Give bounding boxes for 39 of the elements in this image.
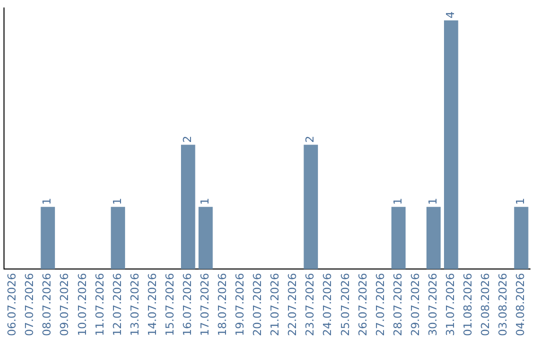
x-tick-label: 17.07.2026 (198, 273, 212, 336)
x-tick-label: 24.07.2026 (321, 273, 334, 336)
x-tick-label: 28.07.2026 (391, 273, 404, 336)
x-tick-label: 23.07.2026 (304, 273, 317, 336)
x-tick-label: 09.07.2026 (58, 273, 72, 336)
x-tick-label: 15.07.2026 (163, 273, 176, 336)
x-tick-label: 19.07.2026 (234, 273, 247, 336)
x-tick-label: 22.07.2026 (286, 273, 300, 336)
x-tick-label: 21.07.2026 (268, 273, 282, 336)
x-tick-label: 02.08.2026 (479, 273, 492, 336)
x-tick-label: 20.07.2026 (251, 273, 264, 336)
x-tick-label: 18.07.2026 (216, 273, 230, 336)
x-tick-label: 04.08.2026 (514, 273, 528, 336)
data-label: 1 (110, 198, 124, 205)
x-tick-label: 14.07.2026 (146, 273, 159, 336)
data-label: 4 (444, 11, 457, 18)
data-label: 1 (391, 198, 404, 205)
data-label: 1 (198, 198, 212, 205)
data-label: 2 (304, 136, 317, 143)
x-tick-label: 11.07.2026 (93, 273, 106, 336)
x-tick-label: 03.08.2026 (496, 273, 510, 336)
data-label: 2 (180, 136, 194, 143)
x-tick-label: 07.07.2026 (23, 273, 36, 336)
x-tick-label: 06.07.2026 (6, 273, 19, 336)
x-tick-label: 30.07.2026 (426, 273, 440, 336)
x-tick-label: 31.07.2026 (444, 273, 457, 336)
x-tick-label: 01.08.2026 (461, 273, 474, 336)
x-tick-label: 16.07.2026 (180, 273, 194, 336)
x-tick-label: 29.07.2026 (408, 273, 422, 336)
x-tick-label: 26.07.2026 (356, 273, 370, 336)
x-tick-label: 25.07.2026 (338, 273, 352, 336)
data-label: 1 (514, 198, 528, 205)
x-tick-label: 10.07.2026 (76, 273, 89, 336)
x-tick-label: 12.07.2026 (110, 273, 124, 336)
x-tick-label: 27.07.2026 (374, 273, 387, 336)
data-label: 1 (426, 198, 440, 205)
data-label: 1 (40, 198, 54, 205)
x-tick-label: 08.07.2026 (40, 273, 54, 336)
x-tick-label: 13.07.2026 (128, 273, 142, 336)
